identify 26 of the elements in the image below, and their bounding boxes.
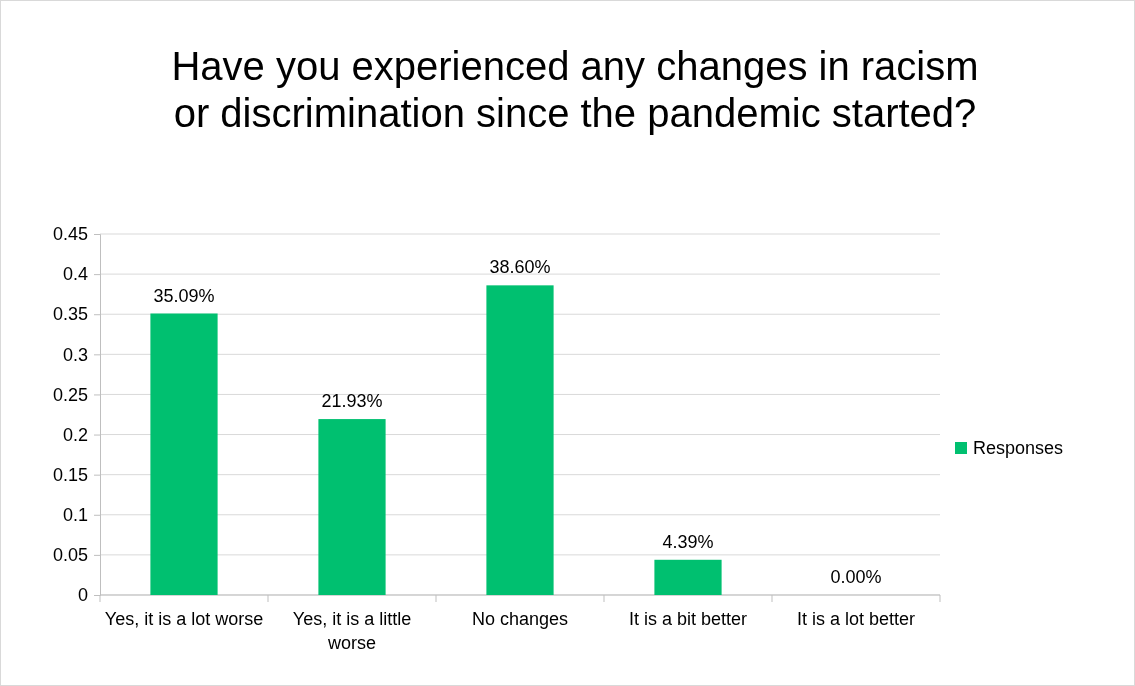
bar — [486, 285, 554, 595]
y-tick-label: 0.4 — [62, 264, 88, 285]
x-tick-label: It is a bit better — [628, 609, 748, 629]
y-tick-label: 0 — [77, 585, 88, 606]
x-tick-label: Yes, it is a lot worse — [104, 609, 264, 629]
x-tick-label: It is a lot better — [796, 609, 916, 629]
bar — [150, 313, 218, 595]
data-label: 21.93% — [321, 391, 383, 412]
bar — [654, 559, 722, 595]
y-tick-label: 0.45 — [52, 224, 88, 245]
y-tick-label: 0.1 — [62, 505, 88, 526]
y-tick-label: 0.15 — [52, 464, 88, 485]
y-tick-label: 0.3 — [62, 344, 88, 365]
y-tick-label: 0.25 — [52, 384, 88, 405]
data-label: 0.00% — [830, 567, 882, 587]
chart-title: Have you experienced any changes in racism or discrimination since the pandemic started? — [171, 44, 979, 135]
y-tick-label: 0.05 — [52, 545, 88, 566]
data-label: 38.60% — [489, 257, 551, 278]
y-tick-label: 0.2 — [62, 424, 88, 445]
data-label: 35.09% — [153, 285, 215, 306]
bar — [318, 419, 386, 595]
data-label: 4.39% — [662, 531, 714, 552]
x-tick-label: No changes — [471, 609, 569, 629]
y-tick-label: 0.35 — [52, 304, 88, 325]
x-tick-label: Yes, it is a little worse — [292, 609, 412, 653]
legend-label: Responses — [973, 438, 1064, 458]
